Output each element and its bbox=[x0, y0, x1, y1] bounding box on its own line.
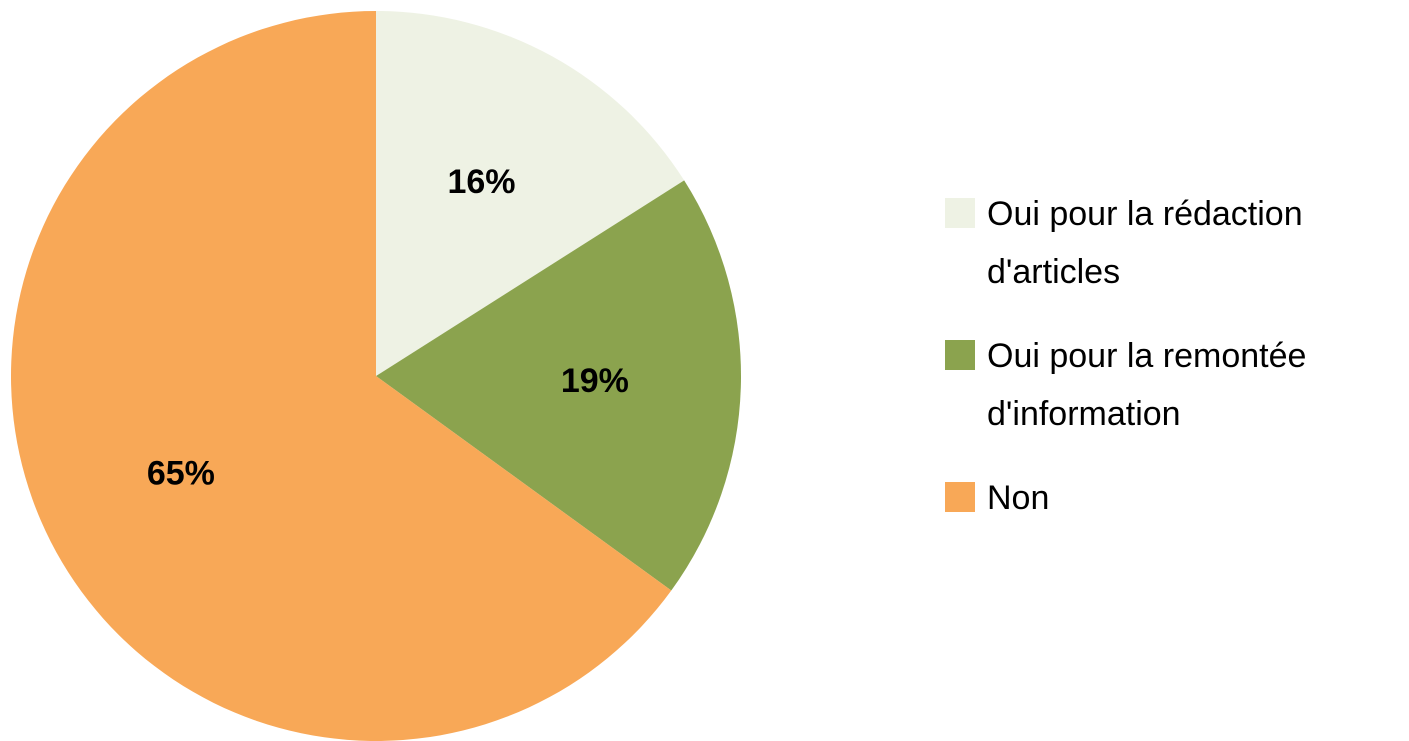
pie-slice bbox=[376, 180, 741, 591]
legend: Oui pour la rédaction d'articles Oui pour… bbox=[945, 185, 1400, 553]
legend-swatch bbox=[945, 340, 975, 370]
pie-slice bbox=[11, 11, 672, 741]
legend-label: Non bbox=[987, 479, 1050, 517]
legend-swatch bbox=[945, 198, 975, 228]
chart: 16% 19% 65% bbox=[11, 11, 741, 741]
pie-slice bbox=[376, 11, 685, 376]
data-label: 16% bbox=[447, 163, 515, 201]
legend-swatch bbox=[945, 482, 975, 512]
legend-item: Oui pour la remontée d'information bbox=[945, 327, 1400, 443]
data-label: 19% bbox=[561, 362, 629, 400]
legend-label: Oui pour la rédaction d'articles bbox=[987, 195, 1303, 291]
data-label: 65% bbox=[147, 454, 215, 492]
legend-item: Non bbox=[945, 469, 1400, 527]
legend-label: Oui pour la remontée d'information bbox=[987, 337, 1307, 433]
legend-item: Oui pour la rédaction d'articles bbox=[945, 185, 1400, 301]
